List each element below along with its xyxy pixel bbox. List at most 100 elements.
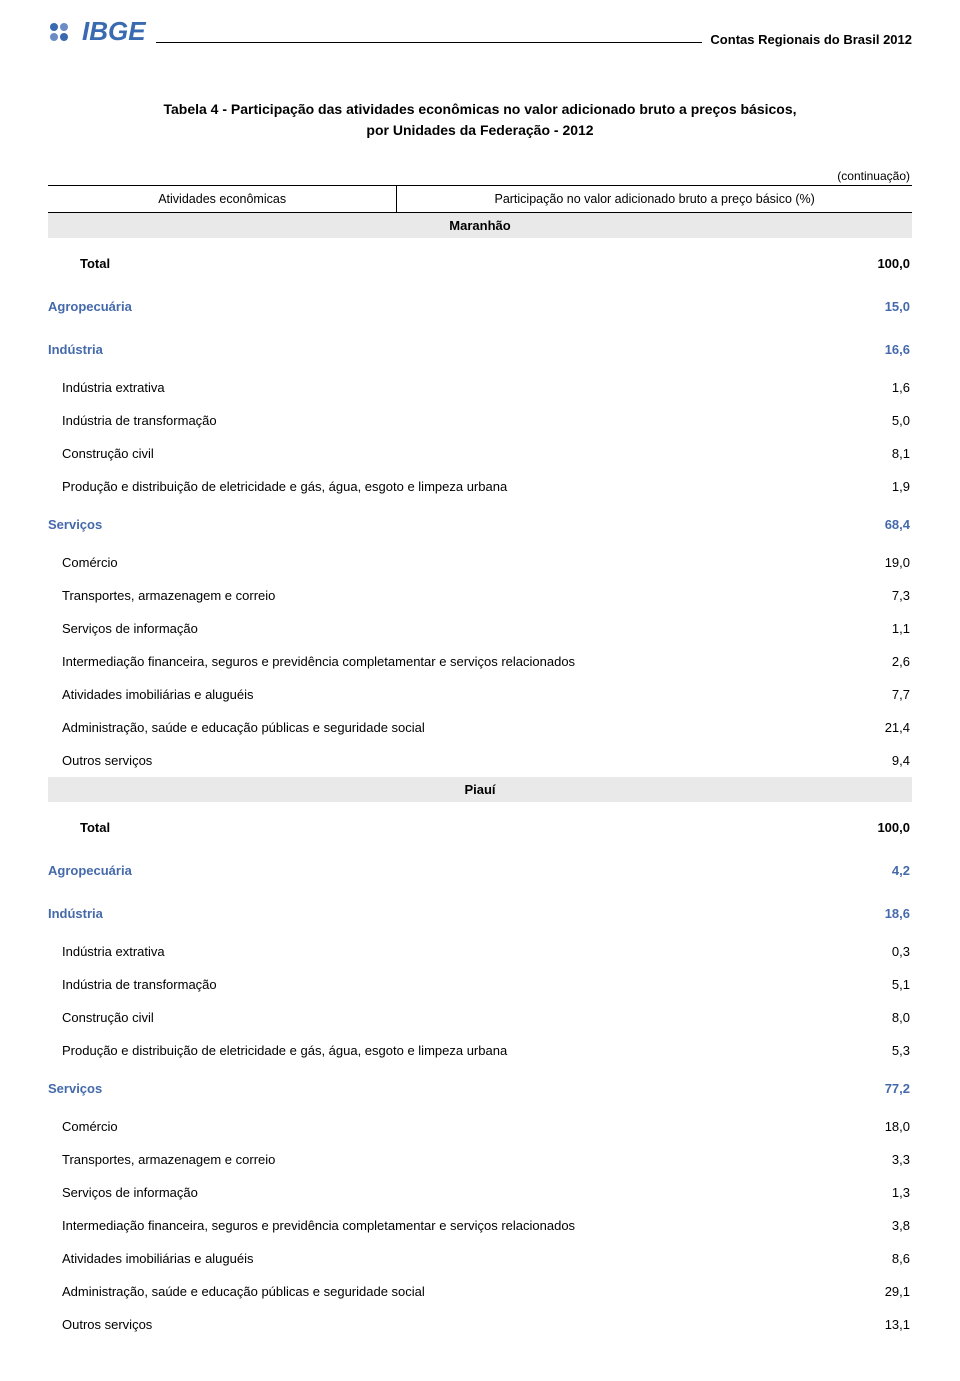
row-value: 9,4 — [840, 753, 910, 768]
col-header-participation: Participação no valor adicionado bruto a… — [397, 186, 912, 212]
row-value: 16,6 — [840, 342, 910, 357]
row-label: Atividades imobiliárias e aluguéis — [48, 1251, 840, 1266]
row-value: 77,2 — [840, 1081, 910, 1096]
row-label: Indústria de transformação — [48, 977, 840, 992]
page-header: IBGE Contas Regionais do Brasil 2012 — [48, 16, 912, 47]
table-row: Serviços de informação1,1 — [48, 612, 912, 645]
row-label: Construção civil — [48, 446, 840, 461]
row-label: Transportes, armazenagem e correio — [48, 588, 840, 603]
row-label: Indústria — [48, 342, 840, 357]
row-value: 100,0 — [840, 256, 910, 271]
row-value: 8,0 — [840, 1010, 910, 1025]
continuation-label: (continuação) — [48, 169, 912, 183]
state-header: Maranhão — [48, 213, 912, 238]
table-row: Serviços de informação1,3 — [48, 1176, 912, 1209]
row-value: 0,3 — [840, 944, 910, 959]
row-label: Indústria — [48, 906, 840, 921]
col-header-activities: Atividades econômicas — [48, 186, 397, 212]
row-label: Administração, saúde e educação públicas… — [48, 1284, 840, 1299]
row-value: 15,0 — [840, 299, 910, 314]
table-row: Serviços68,4 — [48, 503, 912, 546]
logo: IBGE — [48, 16, 146, 47]
row-value: 29,1 — [840, 1284, 910, 1299]
header-divider — [156, 42, 703, 43]
table-row: Administração, saúde e educação públicas… — [48, 1275, 912, 1308]
row-label: Serviços de informação — [48, 621, 840, 636]
table-row: Indústria extrativa0,3 — [48, 935, 912, 968]
document-title: Contas Regionais do Brasil 2012 — [710, 32, 912, 47]
table-row: Indústria16,6 — [48, 328, 912, 371]
state-header: Piauí — [48, 777, 912, 802]
row-value: 2,6 — [840, 654, 910, 669]
table-title-line1: Tabela 4 - Participação das atividades e… — [163, 101, 796, 117]
table-row: Total100,0 — [48, 802, 912, 849]
row-label: Total — [48, 820, 840, 835]
row-value: 1,6 — [840, 380, 910, 395]
row-value: 21,4 — [840, 720, 910, 735]
table-header-row: Atividades econômicas Participação no va… — [48, 185, 912, 213]
table-row: Serviços77,2 — [48, 1067, 912, 1110]
row-label: Serviços — [48, 517, 840, 532]
row-label: Serviços — [48, 1081, 840, 1096]
row-value: 7,3 — [840, 588, 910, 603]
row-value: 19,0 — [840, 555, 910, 570]
row-label: Agropecuária — [48, 299, 840, 314]
row-label: Transportes, armazenagem e correio — [48, 1152, 840, 1167]
table-row: Total100,0 — [48, 238, 912, 285]
row-value: 18,6 — [840, 906, 910, 921]
row-label: Produção e distribuição de eletricidade … — [48, 479, 840, 494]
row-label: Intermediação financeira, seguros e prev… — [48, 1218, 840, 1233]
table-title-line2: por Unidades da Federação - 2012 — [366, 122, 593, 138]
table-title: Tabela 4 - Participação das atividades e… — [110, 99, 850, 141]
table-row: Indústria de transformação5,0 — [48, 404, 912, 437]
row-label: Atividades imobiliárias e aluguéis — [48, 687, 840, 702]
table-row: Agropecuária15,0 — [48, 285, 912, 328]
row-value: 4,2 — [840, 863, 910, 878]
row-value: 5,3 — [840, 1043, 910, 1058]
row-label: Total — [48, 256, 840, 271]
row-label: Comércio — [48, 1119, 840, 1134]
table-row: Indústria de transformação5,1 — [48, 968, 912, 1001]
table-row: Produção e distribuição de eletricidade … — [48, 470, 912, 503]
table-row: Agropecuária4,2 — [48, 849, 912, 892]
table-row: Comércio18,0 — [48, 1110, 912, 1143]
table-row: Indústria extrativa1,6 — [48, 371, 912, 404]
row-label: Intermediação financeira, seguros e prev… — [48, 654, 840, 669]
row-label: Comércio — [48, 555, 840, 570]
logo-icon — [48, 21, 78, 43]
row-value: 5,1 — [840, 977, 910, 992]
table-row: Administração, saúde e educação públicas… — [48, 711, 912, 744]
table-row: Indústria18,6 — [48, 892, 912, 935]
row-value: 3,8 — [840, 1218, 910, 1233]
row-label: Outros serviços — [48, 1317, 840, 1332]
row-label: Outros serviços — [48, 753, 840, 768]
table-row: Outros serviços13,1 — [48, 1308, 912, 1341]
row-value: 18,0 — [840, 1119, 910, 1134]
row-value: 100,0 — [840, 820, 910, 835]
row-label: Serviços de informação — [48, 1185, 840, 1200]
table-row: Transportes, armazenagem e correio7,3 — [48, 579, 912, 612]
row-label: Indústria extrativa — [48, 944, 840, 959]
row-value: 3,3 — [840, 1152, 910, 1167]
logo-text: IBGE — [82, 16, 146, 47]
row-value: 8,1 — [840, 446, 910, 461]
row-label: Indústria de transformação — [48, 413, 840, 428]
row-value: 7,7 — [840, 687, 910, 702]
row-value: 1,3 — [840, 1185, 910, 1200]
table-body: MaranhãoTotal100,0Agropecuária15,0Indúst… — [48, 213, 912, 1341]
row-value: 1,1 — [840, 621, 910, 636]
row-label: Administração, saúde e educação públicas… — [48, 720, 840, 735]
row-value: 8,6 — [840, 1251, 910, 1266]
table-row: Atividades imobiliárias e aluguéis8,6 — [48, 1242, 912, 1275]
table-row: Transportes, armazenagem e correio3,3 — [48, 1143, 912, 1176]
page: IBGE Contas Regionais do Brasil 2012 Tab… — [0, 0, 960, 1381]
table-row: Construção civil8,1 — [48, 437, 912, 470]
row-value: 13,1 — [840, 1317, 910, 1332]
row-label: Agropecuária — [48, 863, 840, 878]
row-label: Construção civil — [48, 1010, 840, 1025]
row-value: 1,9 — [840, 479, 910, 494]
row-label: Produção e distribuição de eletricidade … — [48, 1043, 840, 1058]
table-row: Construção civil8,0 — [48, 1001, 912, 1034]
row-value: 5,0 — [840, 413, 910, 428]
table-row: Atividades imobiliárias e aluguéis7,7 — [48, 678, 912, 711]
